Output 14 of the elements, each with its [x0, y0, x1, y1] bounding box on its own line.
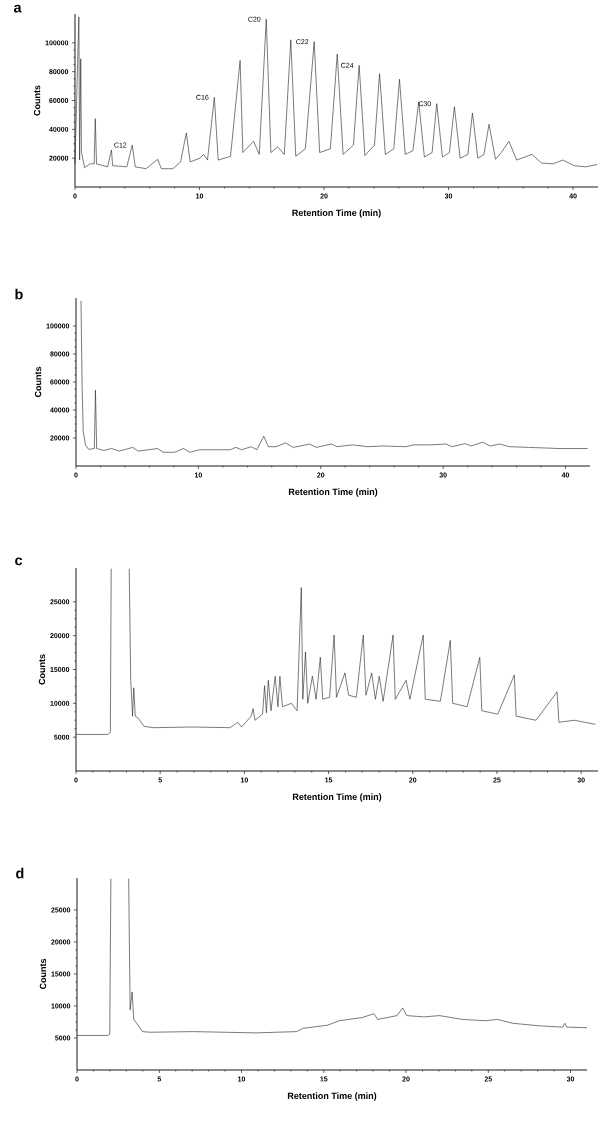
x-axis-title: Retention Time (min) — [292, 209, 381, 218]
line-series — [80, 300, 588, 453]
chart-title: b — [15, 288, 23, 300]
line-series — [74, 16, 598, 169]
chart-title: a — [13, 4, 22, 13]
x-axis-title: Retention Time (min) — [287, 1092, 377, 1101]
x-axis-title: Retention Time (min) — [288, 488, 378, 497]
x-axis-title: Retention Time (min) — [292, 793, 382, 802]
y-axis-title: Counts — [38, 654, 46, 685]
y-axis-title: Counts — [34, 366, 42, 398]
chart-title: d — [16, 867, 24, 879]
y-axis-title: Counts — [39, 958, 47, 990]
chart-title: c — [15, 557, 23, 566]
y-axis-title: Counts — [33, 85, 41, 116]
